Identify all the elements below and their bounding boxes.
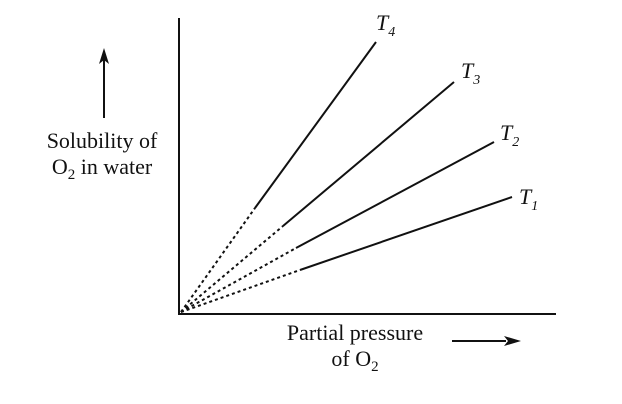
x-axis-label-line1: Partial pressure [286, 320, 424, 345]
series-label-T2: T2 [500, 120, 519, 150]
y-axis-label-line2: O2 in water [51, 154, 153, 183]
series-T1-line [299, 196, 513, 271]
x-axis-label-line2: of O2 [331, 346, 379, 375]
y-axis-label: Solubility of O2 in water [22, 128, 182, 183]
series-label-T3: T3 [461, 58, 480, 88]
series-lines [180, 41, 513, 313]
series-T3-dashed [180, 225, 284, 313]
right-arrow-icon [452, 336, 521, 346]
series-label-T1: T1 [519, 184, 538, 214]
series-T4-line [254, 41, 377, 209]
up-arrow-icon [99, 48, 109, 118]
series-T4-dashed [180, 207, 256, 313]
series-label-T4: T4 [376, 10, 395, 40]
series-T2-dashed [180, 247, 297, 313]
y-axis-label-line1: Solubility of [46, 128, 158, 153]
series-T1-dashed [180, 269, 301, 313]
x-axis-label: Partial pressure of O2 [255, 320, 455, 375]
series-T3-line [282, 81, 455, 227]
series-T2-line [295, 141, 495, 249]
